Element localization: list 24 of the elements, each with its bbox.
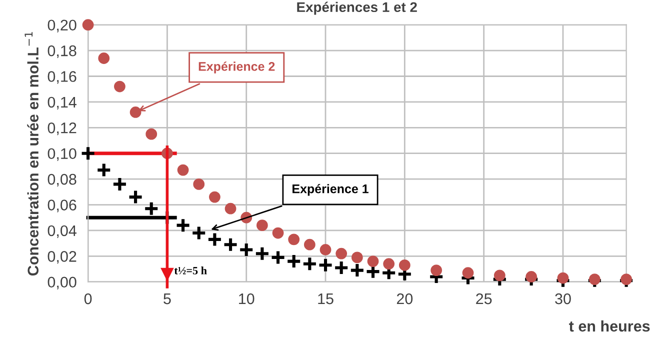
x-tick-label: 25 bbox=[476, 293, 492, 304]
ref-line-label: t½=5 h bbox=[174, 266, 207, 274]
y-tick-label: 0,02 bbox=[48, 251, 76, 264]
y-tick-label: 0,16 bbox=[48, 71, 76, 84]
x-tick-label: 5 bbox=[164, 294, 171, 304]
x-tick-label: 30 bbox=[555, 293, 571, 304]
chart-title: Expériences 1 et 2 bbox=[297, 2, 417, 15]
y-axis-title: Concentration en urée en mol.L$^{−1}$ bbox=[24, 32, 39, 276]
annotation: Expérience 1 bbox=[292, 184, 368, 196]
x-axis-title: t en heures bbox=[569, 320, 650, 332]
y-tick-label: 0,06 bbox=[48, 200, 76, 212]
y-tick-label: 0,14 bbox=[48, 96, 76, 110]
annotation: Expérience 2 bbox=[198, 62, 275, 74]
y-tick-label: 0,00 bbox=[48, 276, 76, 290]
y-tick-label: 0,04 bbox=[48, 225, 76, 238]
x-tick-label: 20 bbox=[396, 293, 413, 304]
x-tick-label: 10 bbox=[239, 293, 254, 304]
y-tick-label: 0,20 bbox=[48, 20, 76, 32]
y-tick-label: 0,10 bbox=[48, 148, 76, 161]
y-tick-label: 0,12 bbox=[48, 122, 76, 136]
x-tick-label: 0 bbox=[84, 293, 92, 304]
x-tick-label: 15 bbox=[318, 294, 334, 304]
y-tick-label: 0,08 bbox=[48, 174, 76, 187]
y-tick-label: 0,18 bbox=[48, 45, 76, 58]
